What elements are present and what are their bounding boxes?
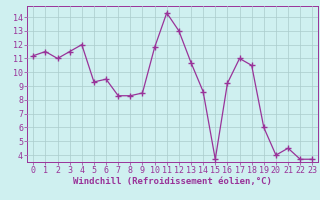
X-axis label: Windchill (Refroidissement éolien,°C): Windchill (Refroidissement éolien,°C) [73,177,272,186]
